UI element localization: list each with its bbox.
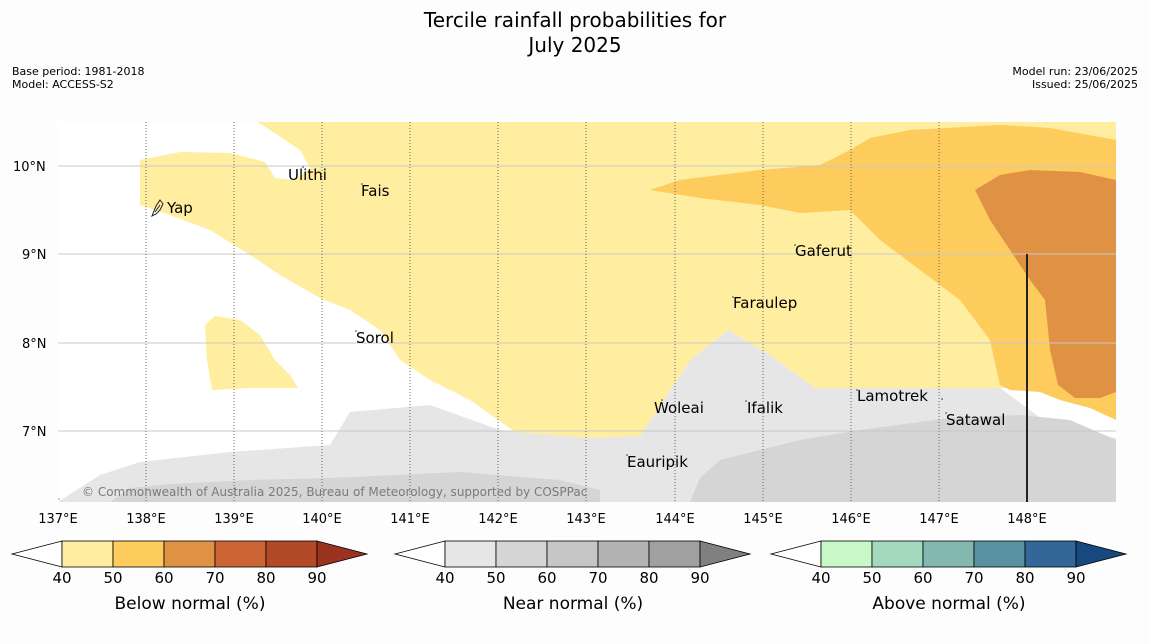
place-label-faraulep: Faraulep [733, 294, 797, 312]
colorbar-segment [265, 540, 318, 568]
colorbar-tick-label: 80 [1015, 569, 1034, 587]
colorbar-tick-label: 40 [435, 569, 454, 587]
place-label-lamotrek: Lamotrek [857, 387, 928, 405]
colorbar-tick-label: 50 [486, 569, 505, 587]
colorbar-max-arrow [699, 540, 752, 568]
lon-labels: 137°E 138°E 139°E 140°E 141°E 142°E 143°… [38, 512, 1047, 527]
colorbar-tick-label: 70 [964, 569, 983, 587]
lon-label-141e: 141°E [390, 512, 430, 527]
model-name: Model: ACCESS-S2 [12, 78, 114, 91]
below-normal-island-west [205, 316, 298, 390]
colorbar-max-arrow [1075, 540, 1128, 568]
colorbar-min-arrow [10, 540, 63, 568]
lon-label-147e: 147°E [919, 512, 959, 527]
colorbar-segment [495, 540, 548, 568]
colorbar-above-normal: 40 50 60 70 80 90 [769, 540, 1128, 587]
lon-label-142e: 142°E [478, 512, 518, 527]
model-run: Model run: 23/06/2025 [1012, 65, 1138, 78]
colorbar-label-above: Above normal (%) [872, 594, 1026, 614]
colorbar-below-normal: 40 50 60 70 80 90 [10, 540, 369, 587]
colorbar-label-below: Below normal (%) [114, 594, 266, 614]
colorbar-segment [444, 540, 497, 568]
colorbar-tick-label: 90 [1066, 569, 1085, 587]
colorbar-tick-label: 60 [913, 569, 932, 587]
place-label-fais: Fais [361, 182, 390, 200]
info-right: Model run: 23/06/2025 Issued: 25/06/2025 [1012, 65, 1138, 91]
near-normal-region-50-east [690, 415, 1116, 502]
map-area: Yap Ulithi Fais Sorol Gaferut Faraulep W… [58, 122, 1116, 502]
place-label-gaferut: Gaferut [795, 242, 852, 260]
colorbar-tick-label: 90 [307, 569, 326, 587]
colorbar-segment [112, 540, 165, 568]
colorbar-tick-label: 60 [537, 569, 556, 587]
colorbar-max-arrow [316, 540, 369, 568]
colorbar-segment [871, 540, 924, 568]
colorbar-segment [648, 540, 701, 568]
lon-label-146e: 146°E [831, 512, 871, 527]
lon-label-139e: 139°E [214, 512, 254, 527]
yap-island-icon [151, 199, 164, 218]
place-label-yap: Yap [166, 199, 193, 217]
below-normal-region-60 [975, 170, 1116, 398]
lat-label-8n: 8°N [22, 337, 47, 352]
lon-label-145e: 145°E [743, 512, 783, 527]
title-line-1: Tercile rainfall probabilities for [423, 8, 727, 32]
colorbar-segment [597, 540, 650, 568]
lon-label-144e: 144°E [655, 512, 695, 527]
lon-label-140e: 140°E [302, 512, 342, 527]
lat-label-10n: 10°N [13, 160, 46, 175]
colorbar-segment [163, 540, 216, 568]
colorbar-label-near: Near normal (%) [502, 594, 644, 614]
colorbar-tick-label: 80 [639, 569, 658, 587]
colorbar-segment [1024, 540, 1077, 568]
colorbar-tick-label: 70 [205, 569, 224, 587]
colorbar-segment [546, 540, 599, 568]
lon-label-137e: 137°E [38, 512, 78, 527]
place-label-ifalik: Ifalik [747, 399, 783, 417]
colorbar-tick-label: 90 [690, 569, 709, 587]
colorbar-tick-label: 70 [588, 569, 607, 587]
colorbar-segment [820, 540, 873, 568]
lon-label-148e: 148°E [1007, 512, 1047, 527]
island-markers [58, 166, 947, 500]
colorbar-near-normal: 40 50 60 70 80 90 [393, 540, 752, 587]
colorbar-segment [61, 540, 114, 568]
place-label-eauripik: Eauripik [627, 453, 688, 471]
title-line-2: July 2025 [528, 33, 622, 57]
colorbar-segment [922, 540, 975, 568]
lat-label-7n: 7°N [22, 425, 47, 440]
colorbar-min-arrow [769, 540, 822, 568]
colorbar-tick-label: 80 [256, 569, 275, 587]
colorbar-tick-label: 40 [52, 569, 71, 587]
issued-date: Issued: 25/06/2025 [1031, 78, 1138, 91]
base-period: Base period: 1981-2018 [12, 65, 145, 78]
lon-label-143e: 143°E [566, 512, 606, 527]
lon-gridlines [145, 122, 940, 502]
colorbar-tick-label: 60 [154, 569, 173, 587]
lon-label-138e: 138°E [126, 512, 166, 527]
place-label-woleai: Woleai [654, 399, 704, 417]
lat-label-9n: 9°N [22, 248, 47, 263]
place-label-ulithi: Ulithi [288, 166, 327, 184]
place-label-satawal: Satawal [946, 411, 1005, 429]
colorbar-min-arrow [393, 540, 446, 568]
colorbar-segment [214, 540, 267, 568]
place-label-sorol: Sorol [356, 329, 394, 347]
colorbar-tick-label: 50 [862, 569, 881, 587]
near-normal-region-50 [110, 472, 600, 502]
info-left: Base period: 1981-2018 Model: ACCESS-S2 [12, 65, 144, 91]
map-title: Tercile rainfall probabilities for July … [0, 8, 1150, 58]
copyright-credit: © Commonwealth of Australia 2025, Bureau… [82, 485, 587, 499]
colorbar-tick-label: 40 [811, 569, 830, 587]
colorbar-segment [973, 540, 1026, 568]
colorbar-tick-label: 50 [103, 569, 122, 587]
